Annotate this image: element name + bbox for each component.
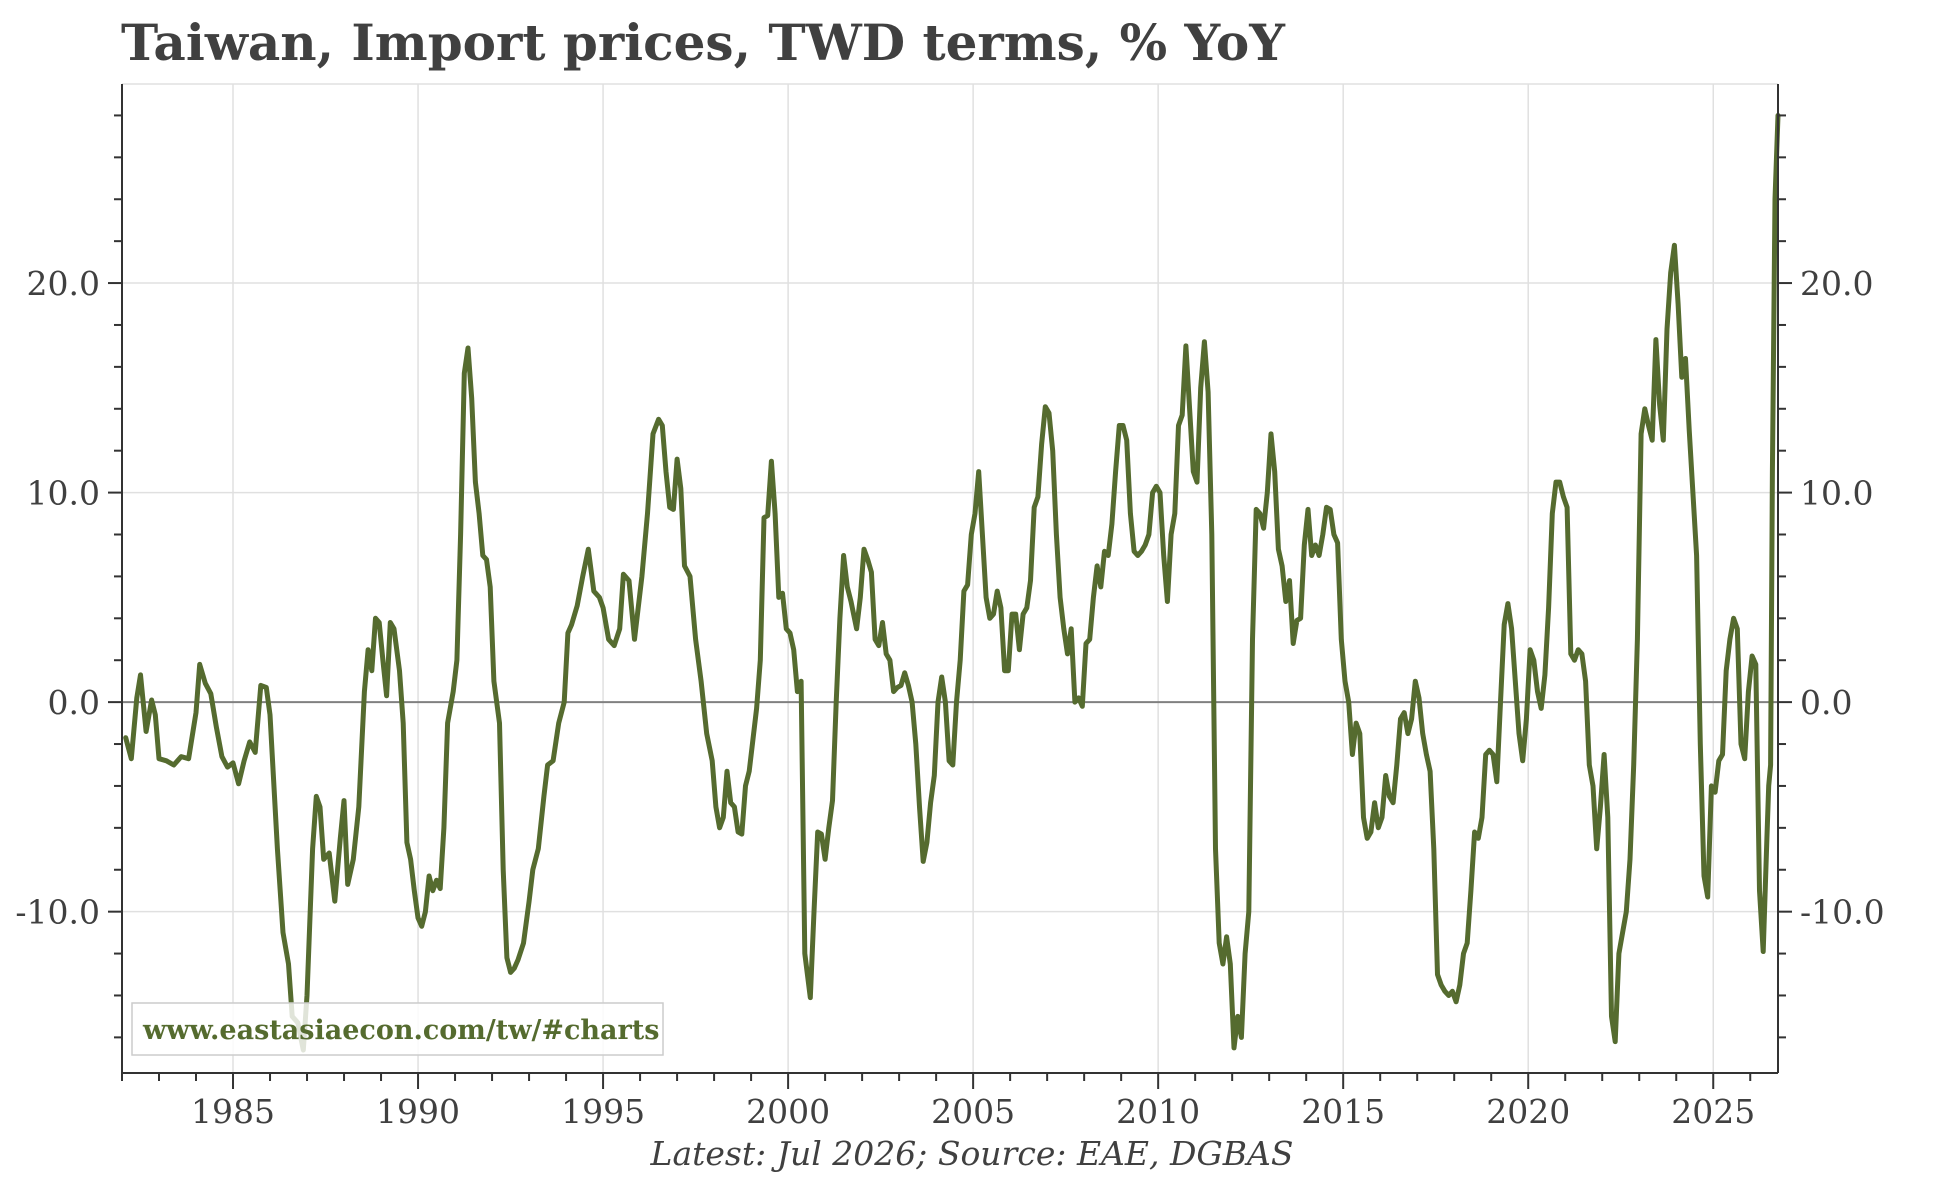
y-tick-label-left: 0.0 [48, 683, 100, 722]
y-tick-label-left: 20.0 [27, 264, 100, 303]
x-tick-label: 2005 [931, 1092, 1015, 1131]
series-line [123, 112, 1781, 1053]
chart-title: Taiwan, Import prices, TWD terms, % YoY [121, 13, 1286, 72]
tick-marks [108, 114, 1792, 1089]
watermark-text: www.eastasiaecon.com/tw/#charts [142, 1015, 659, 1046]
x-tick-label: 1990 [376, 1092, 460, 1131]
series-layer [123, 112, 1781, 1053]
y-tick-label-left: -10.0 [15, 893, 100, 932]
x-tick-label: 2025 [1671, 1092, 1755, 1131]
y-tick-label-right: 10.0 [1800, 474, 1873, 513]
x-tick-label: 2020 [1486, 1092, 1570, 1131]
y-tick-label-right: 0.0 [1800, 683, 1852, 722]
x-tick-label: 1995 [561, 1092, 645, 1131]
gridlines [122, 83, 1778, 1073]
y-tick-label-right: 20.0 [1800, 264, 1873, 303]
watermark-background [131, 1002, 664, 1056]
x-tick-label: 2015 [1301, 1092, 1385, 1131]
tick-labels: 1985 1990 1995 2000 2005 2010 2015 2020 2025 -10.… [15, 264, 1884, 1131]
y-tick-label-right: -10.0 [1800, 893, 1885, 932]
y-tick-label-left: 10.0 [27, 474, 100, 513]
x-tick-label: 1985 [191, 1092, 275, 1131]
x-tick-label: 2010 [1116, 1092, 1200, 1131]
axes [121, 84, 1779, 1074]
watermark-box: www.eastasiaecon.com/tw/#charts [131, 1002, 664, 1056]
x-tick-label: 2000 [746, 1092, 830, 1131]
source-note: Latest: Jul 2026; Source: EAE, DGBAS [650, 1134, 1294, 1173]
